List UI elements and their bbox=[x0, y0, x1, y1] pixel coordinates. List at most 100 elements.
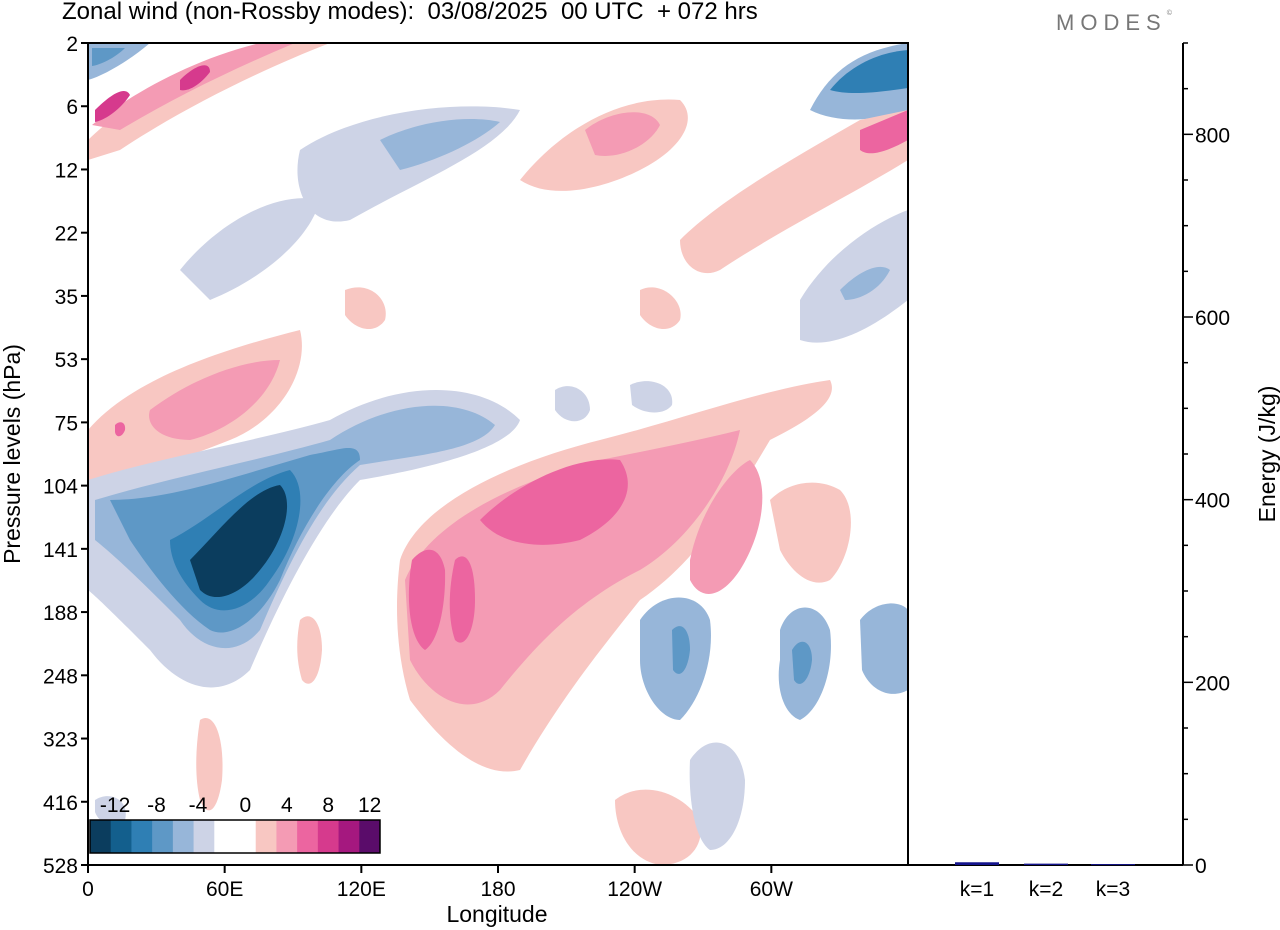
brand-mark: © bbox=[1166, 10, 1172, 17]
contour-westerly-bottom bbox=[615, 789, 701, 865]
energy-axis-label: Energy (J/kg) bbox=[1254, 386, 1280, 523]
contour-westerly-upper bbox=[88, 43, 330, 160]
contour-easterly-right-mid bbox=[800, 210, 908, 343]
y-tick-label: 6 bbox=[66, 96, 78, 119]
contour-easterly-upper-right-inner bbox=[830, 50, 908, 94]
contour-westerly-left-mid-inner bbox=[149, 360, 280, 440]
contour-easterly-patch bbox=[630, 381, 673, 413]
contour-easterly-corner-inner bbox=[92, 48, 125, 66]
colorbar-swatch bbox=[359, 820, 381, 853]
colorbar-swatch bbox=[297, 820, 319, 853]
energy-bar bbox=[1091, 864, 1135, 866]
y-tick-label: 323 bbox=[43, 729, 78, 752]
colorbar-label: 0 bbox=[240, 794, 252, 817]
contour-easterly-jet-center bbox=[190, 485, 288, 598]
colorbar-swatch bbox=[131, 820, 153, 853]
contour-westerly-patch bbox=[640, 287, 681, 330]
colorbar bbox=[89, 819, 381, 854]
contour-westerly-patch bbox=[345, 287, 386, 330]
contour-westerly-patch bbox=[196, 718, 223, 811]
x-tick-label: 120E bbox=[337, 878, 386, 901]
x-tick-label: 120W bbox=[607, 878, 662, 901]
colorbar-swatch bbox=[110, 820, 132, 853]
y-tick-label: 104 bbox=[43, 476, 78, 499]
modes-logo: MODES© bbox=[1056, 10, 1172, 36]
colorbar-label: 12 bbox=[358, 794, 381, 817]
energy-tick-label: 200 bbox=[1195, 672, 1230, 695]
colorbar-labels: -12 -8 -4 0 4 8 12 bbox=[100, 794, 381, 817]
colorbar-swatch bbox=[152, 820, 174, 853]
contour-easterly-patch bbox=[95, 796, 126, 826]
contour-westerly-left-mid-core bbox=[115, 422, 126, 437]
contour-westerly-main-inner bbox=[480, 459, 628, 545]
energy-panel bbox=[907, 43, 1184, 866]
colorbar-swatch bbox=[90, 820, 112, 853]
contour-westerly-right-upper-inner bbox=[860, 110, 908, 154]
y-tick-label: 53 bbox=[55, 349, 78, 372]
chart-title: Zonal wind (non-Rossby modes): 03/08/202… bbox=[62, 0, 758, 25]
colorbar-swatch bbox=[255, 820, 277, 853]
energy-axis: 0 200 400 600 800 bbox=[1183, 42, 1230, 878]
colorbar-label: -12 bbox=[100, 794, 130, 817]
contour-westerly-far-right bbox=[770, 482, 851, 583]
colorbar-label: 8 bbox=[322, 794, 334, 817]
y-tick-label: 141 bbox=[43, 539, 78, 562]
y-tick-label: 416 bbox=[43, 792, 78, 815]
contour-westerly-main-inner bbox=[449, 556, 475, 643]
energy-bar bbox=[1024, 863, 1068, 865]
energy-tick-label: 400 bbox=[1195, 490, 1230, 513]
y-axis-label: Pressure levels (hPa) bbox=[0, 344, 25, 564]
energy-tick-label: 0 bbox=[1195, 855, 1207, 878]
colorbar-swatch bbox=[235, 820, 257, 853]
y-tick-label: 12 bbox=[55, 159, 78, 182]
energy-category-label: k=3 bbox=[1096, 878, 1130, 901]
contour-easterly-lower-right-core bbox=[792, 641, 812, 684]
y-tick-label: 75 bbox=[55, 412, 78, 435]
x-axis: 0 60E 120E 180 120W 60W bbox=[82, 865, 793, 901]
colorbar-frame bbox=[89, 819, 381, 854]
colorbar-label: -8 bbox=[147, 794, 166, 817]
x-axis-label: Longitude bbox=[446, 901, 547, 927]
brand-name: MODES bbox=[1056, 10, 1167, 35]
contour-westerly-right-upper bbox=[680, 110, 908, 274]
contour-westerly-main-inner bbox=[408, 549, 446, 650]
contour-field bbox=[88, 43, 908, 865]
contour-westerly-patch bbox=[297, 616, 322, 684]
contour-easterly-right-mid-inner bbox=[840, 266, 890, 300]
y-tick-label: 248 bbox=[43, 665, 78, 688]
contour-easterly-far-right bbox=[860, 603, 908, 694]
colorbar-swatch bbox=[172, 820, 195, 853]
energy-category-label: k=2 bbox=[1029, 878, 1063, 901]
colorbar-swatch bbox=[317, 820, 340, 853]
contour-easterly-upper-band-inner bbox=[380, 119, 500, 170]
y-tick-label: 188 bbox=[43, 602, 78, 625]
contour-westerly-mid-upper-inner bbox=[585, 112, 660, 156]
contour-easterly-patch bbox=[555, 386, 590, 422]
colorbar-swatch bbox=[214, 820, 236, 853]
energy-tick-label: 800 bbox=[1195, 124, 1230, 147]
energy-bars: k=1 k=2 k=3 bbox=[955, 862, 1135, 901]
x-tick-label: 180 bbox=[480, 878, 515, 901]
colorbar-label: 4 bbox=[281, 794, 293, 817]
colorbar-swatch bbox=[193, 820, 215, 853]
y-axis: 2 6 12 22 35 53 75 104 141 188 248 323 416 528 bbox=[43, 33, 88, 878]
y-tick-label: 22 bbox=[55, 223, 78, 246]
contour-easterly-mid-upper bbox=[180, 198, 320, 300]
contour-westerly-right-lower bbox=[690, 460, 763, 594]
contour-easterly-lower-core bbox=[672, 626, 690, 674]
energy-category-label: k=1 bbox=[960, 878, 994, 901]
energy-bar bbox=[955, 862, 999, 865]
colorbar-label: -4 bbox=[189, 794, 208, 817]
x-tick-label: 60W bbox=[750, 878, 793, 901]
contour-westerly-upper-core bbox=[95, 90, 130, 122]
colorbar-swatch bbox=[338, 820, 360, 853]
y-tick-label: 528 bbox=[43, 855, 78, 878]
x-tick-label: 0 bbox=[82, 878, 94, 901]
y-tick-label: 35 bbox=[55, 286, 78, 309]
contour-westerly-upper-core bbox=[180, 65, 210, 91]
contour-easterly-bottom bbox=[689, 742, 745, 850]
y-tick-label: 2 bbox=[66, 33, 78, 56]
contour-westerly-main-mid bbox=[405, 430, 740, 705]
colorbar-swatch bbox=[276, 820, 298, 853]
